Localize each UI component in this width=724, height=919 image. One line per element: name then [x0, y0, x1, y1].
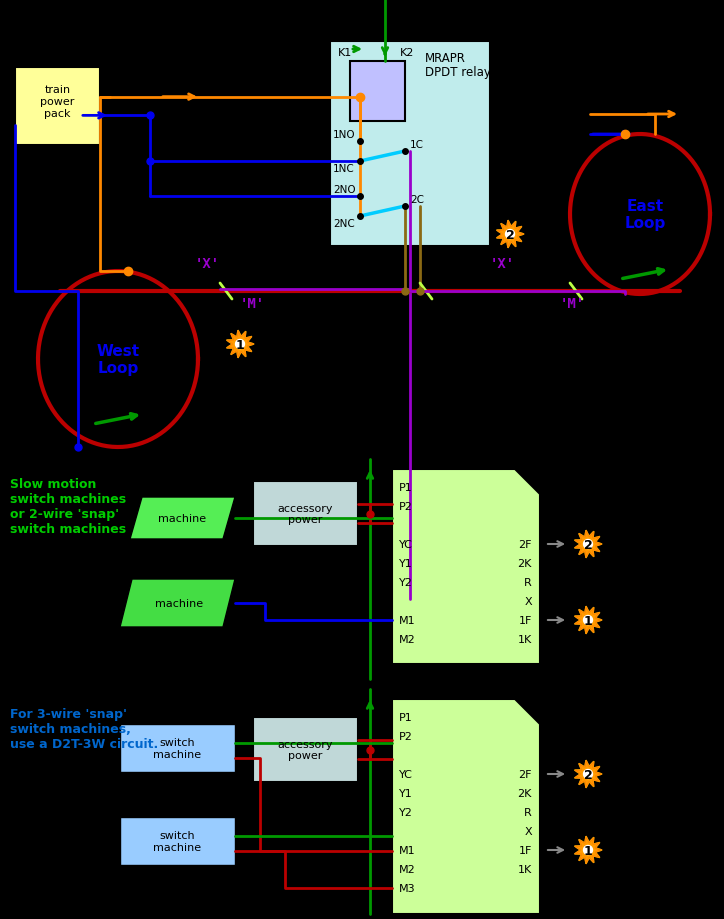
Text: X: X: [524, 596, 532, 607]
Polygon shape: [575, 530, 602, 558]
Polygon shape: [497, 221, 524, 248]
Text: Y2: Y2: [399, 807, 413, 817]
Polygon shape: [120, 579, 235, 628]
Text: 1F: 1F: [518, 616, 532, 625]
Text: M2: M2: [399, 864, 416, 874]
Text: 'X': 'X': [195, 256, 220, 271]
Text: 1: 1: [235, 338, 245, 352]
Text: Y1: Y1: [399, 559, 413, 568]
Polygon shape: [227, 331, 254, 358]
Text: 1F: 1F: [518, 845, 532, 855]
Text: YC: YC: [399, 769, 413, 779]
Text: R: R: [524, 807, 532, 817]
Circle shape: [584, 845, 592, 855]
Text: 1: 1: [584, 614, 592, 628]
Text: 'X': 'X': [490, 256, 515, 271]
Text: West
Loop: West Loop: [96, 344, 140, 376]
Text: 2: 2: [584, 539, 592, 551]
Polygon shape: [392, 470, 540, 664]
Text: 2: 2: [584, 768, 592, 781]
Text: switch
machine: switch machine: [153, 830, 201, 852]
Text: DPDT relay: DPDT relay: [425, 66, 491, 79]
FancyBboxPatch shape: [120, 724, 235, 772]
Polygon shape: [575, 760, 602, 788]
Text: 'M': 'M': [240, 297, 265, 311]
FancyBboxPatch shape: [330, 42, 490, 246]
Text: M1: M1: [399, 845, 416, 855]
FancyBboxPatch shape: [350, 62, 405, 122]
Polygon shape: [575, 760, 602, 788]
Text: 2K: 2K: [518, 559, 532, 568]
Text: Y2: Y2: [399, 577, 413, 587]
Circle shape: [584, 616, 592, 625]
Polygon shape: [575, 530, 602, 558]
Text: machine: machine: [156, 598, 203, 608]
FancyBboxPatch shape: [253, 482, 358, 547]
Text: 1K: 1K: [518, 864, 532, 874]
Text: 1NC: 1NC: [333, 164, 355, 174]
Text: 1C: 1C: [410, 140, 424, 150]
Text: 2C: 2C: [410, 195, 424, 205]
Circle shape: [584, 540, 592, 549]
Polygon shape: [130, 497, 235, 539]
Text: 'M': 'M': [560, 297, 585, 311]
Polygon shape: [497, 221, 524, 248]
Text: M3: M3: [399, 883, 416, 893]
Text: 2F: 2F: [518, 539, 532, 550]
Circle shape: [235, 340, 245, 349]
Polygon shape: [227, 331, 254, 358]
Text: switch
machine: switch machine: [153, 737, 201, 759]
Polygon shape: [575, 836, 602, 864]
Text: 2: 2: [505, 229, 514, 242]
Text: 2F: 2F: [518, 769, 532, 779]
Text: YC: YC: [399, 539, 413, 550]
Text: train
power
pack: train power pack: [41, 85, 75, 119]
Text: P2: P2: [399, 502, 413, 512]
Text: 2K: 2K: [518, 789, 532, 798]
Text: MRAPR: MRAPR: [425, 52, 466, 65]
Polygon shape: [575, 607, 602, 634]
Circle shape: [505, 231, 515, 239]
Text: X: X: [524, 826, 532, 836]
Text: R: R: [524, 577, 532, 587]
Text: K1: K1: [338, 48, 353, 58]
Text: Slow motion
switch machines
or 2-wire 'snap'
switch machines: Slow motion switch machines or 2-wire 's…: [10, 478, 126, 536]
Text: 2NO: 2NO: [333, 185, 355, 195]
FancyBboxPatch shape: [253, 717, 358, 782]
Text: P1: P1: [399, 712, 413, 722]
Text: 1: 1: [584, 844, 592, 857]
Text: For 3-wire 'snap'
switch machines,
use a D2T-3W circuit.: For 3-wire 'snap' switch machines, use a…: [10, 708, 159, 750]
Text: P1: P1: [399, 482, 413, 493]
FancyBboxPatch shape: [15, 68, 100, 146]
Text: M1: M1: [399, 616, 416, 625]
Text: 2NC: 2NC: [333, 219, 355, 229]
Text: Y1: Y1: [399, 789, 413, 798]
Polygon shape: [575, 836, 602, 864]
Text: machine: machine: [159, 514, 206, 524]
Text: East
Loop: East Loop: [624, 199, 665, 231]
Polygon shape: [575, 607, 602, 634]
Text: accessory
power: accessory power: [278, 739, 333, 761]
Text: K2: K2: [400, 48, 414, 58]
Text: M2: M2: [399, 634, 416, 644]
Polygon shape: [392, 699, 540, 914]
Circle shape: [584, 770, 592, 778]
Text: 1NO: 1NO: [333, 130, 355, 140]
Text: P2: P2: [399, 732, 413, 742]
FancyBboxPatch shape: [120, 817, 235, 865]
Text: 1K: 1K: [518, 634, 532, 644]
Text: accessory
power: accessory power: [278, 503, 333, 525]
